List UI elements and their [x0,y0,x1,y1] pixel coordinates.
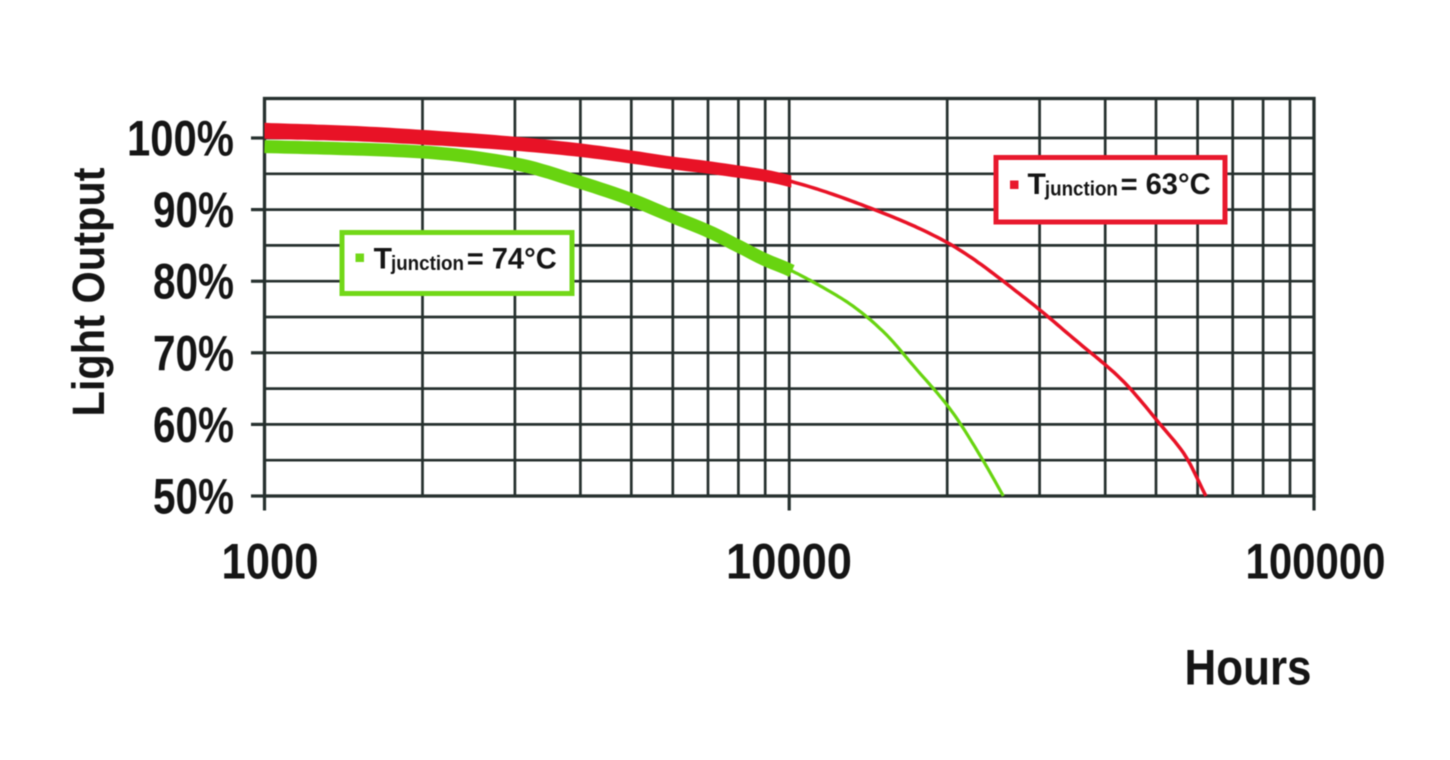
svg-text:T: T [374,243,392,276]
svg-text:1000: 1000 [222,534,319,590]
svg-text:60%: 60% [153,397,234,453]
svg-text:100000: 100000 [1246,534,1386,590]
svg-text:Light Output: Light Output [63,167,114,416]
svg-text:= 74°C: = 74°C [467,243,557,276]
svg-text:70%: 70% [153,325,234,381]
svg-text:100%: 100% [127,111,234,167]
svg-text:junction: junction [1044,179,1118,201]
svg-text:T: T [1028,168,1046,201]
svg-text:junction: junction [390,253,464,275]
svg-text:10000: 10000 [726,534,852,590]
svg-text:= 63°C: = 63°C [1121,168,1211,201]
svg-text:90%: 90% [153,182,234,238]
svg-text:50%: 50% [153,469,234,525]
svg-text:80%: 80% [153,254,234,310]
svg-text:Hours: Hours [1185,640,1312,696]
